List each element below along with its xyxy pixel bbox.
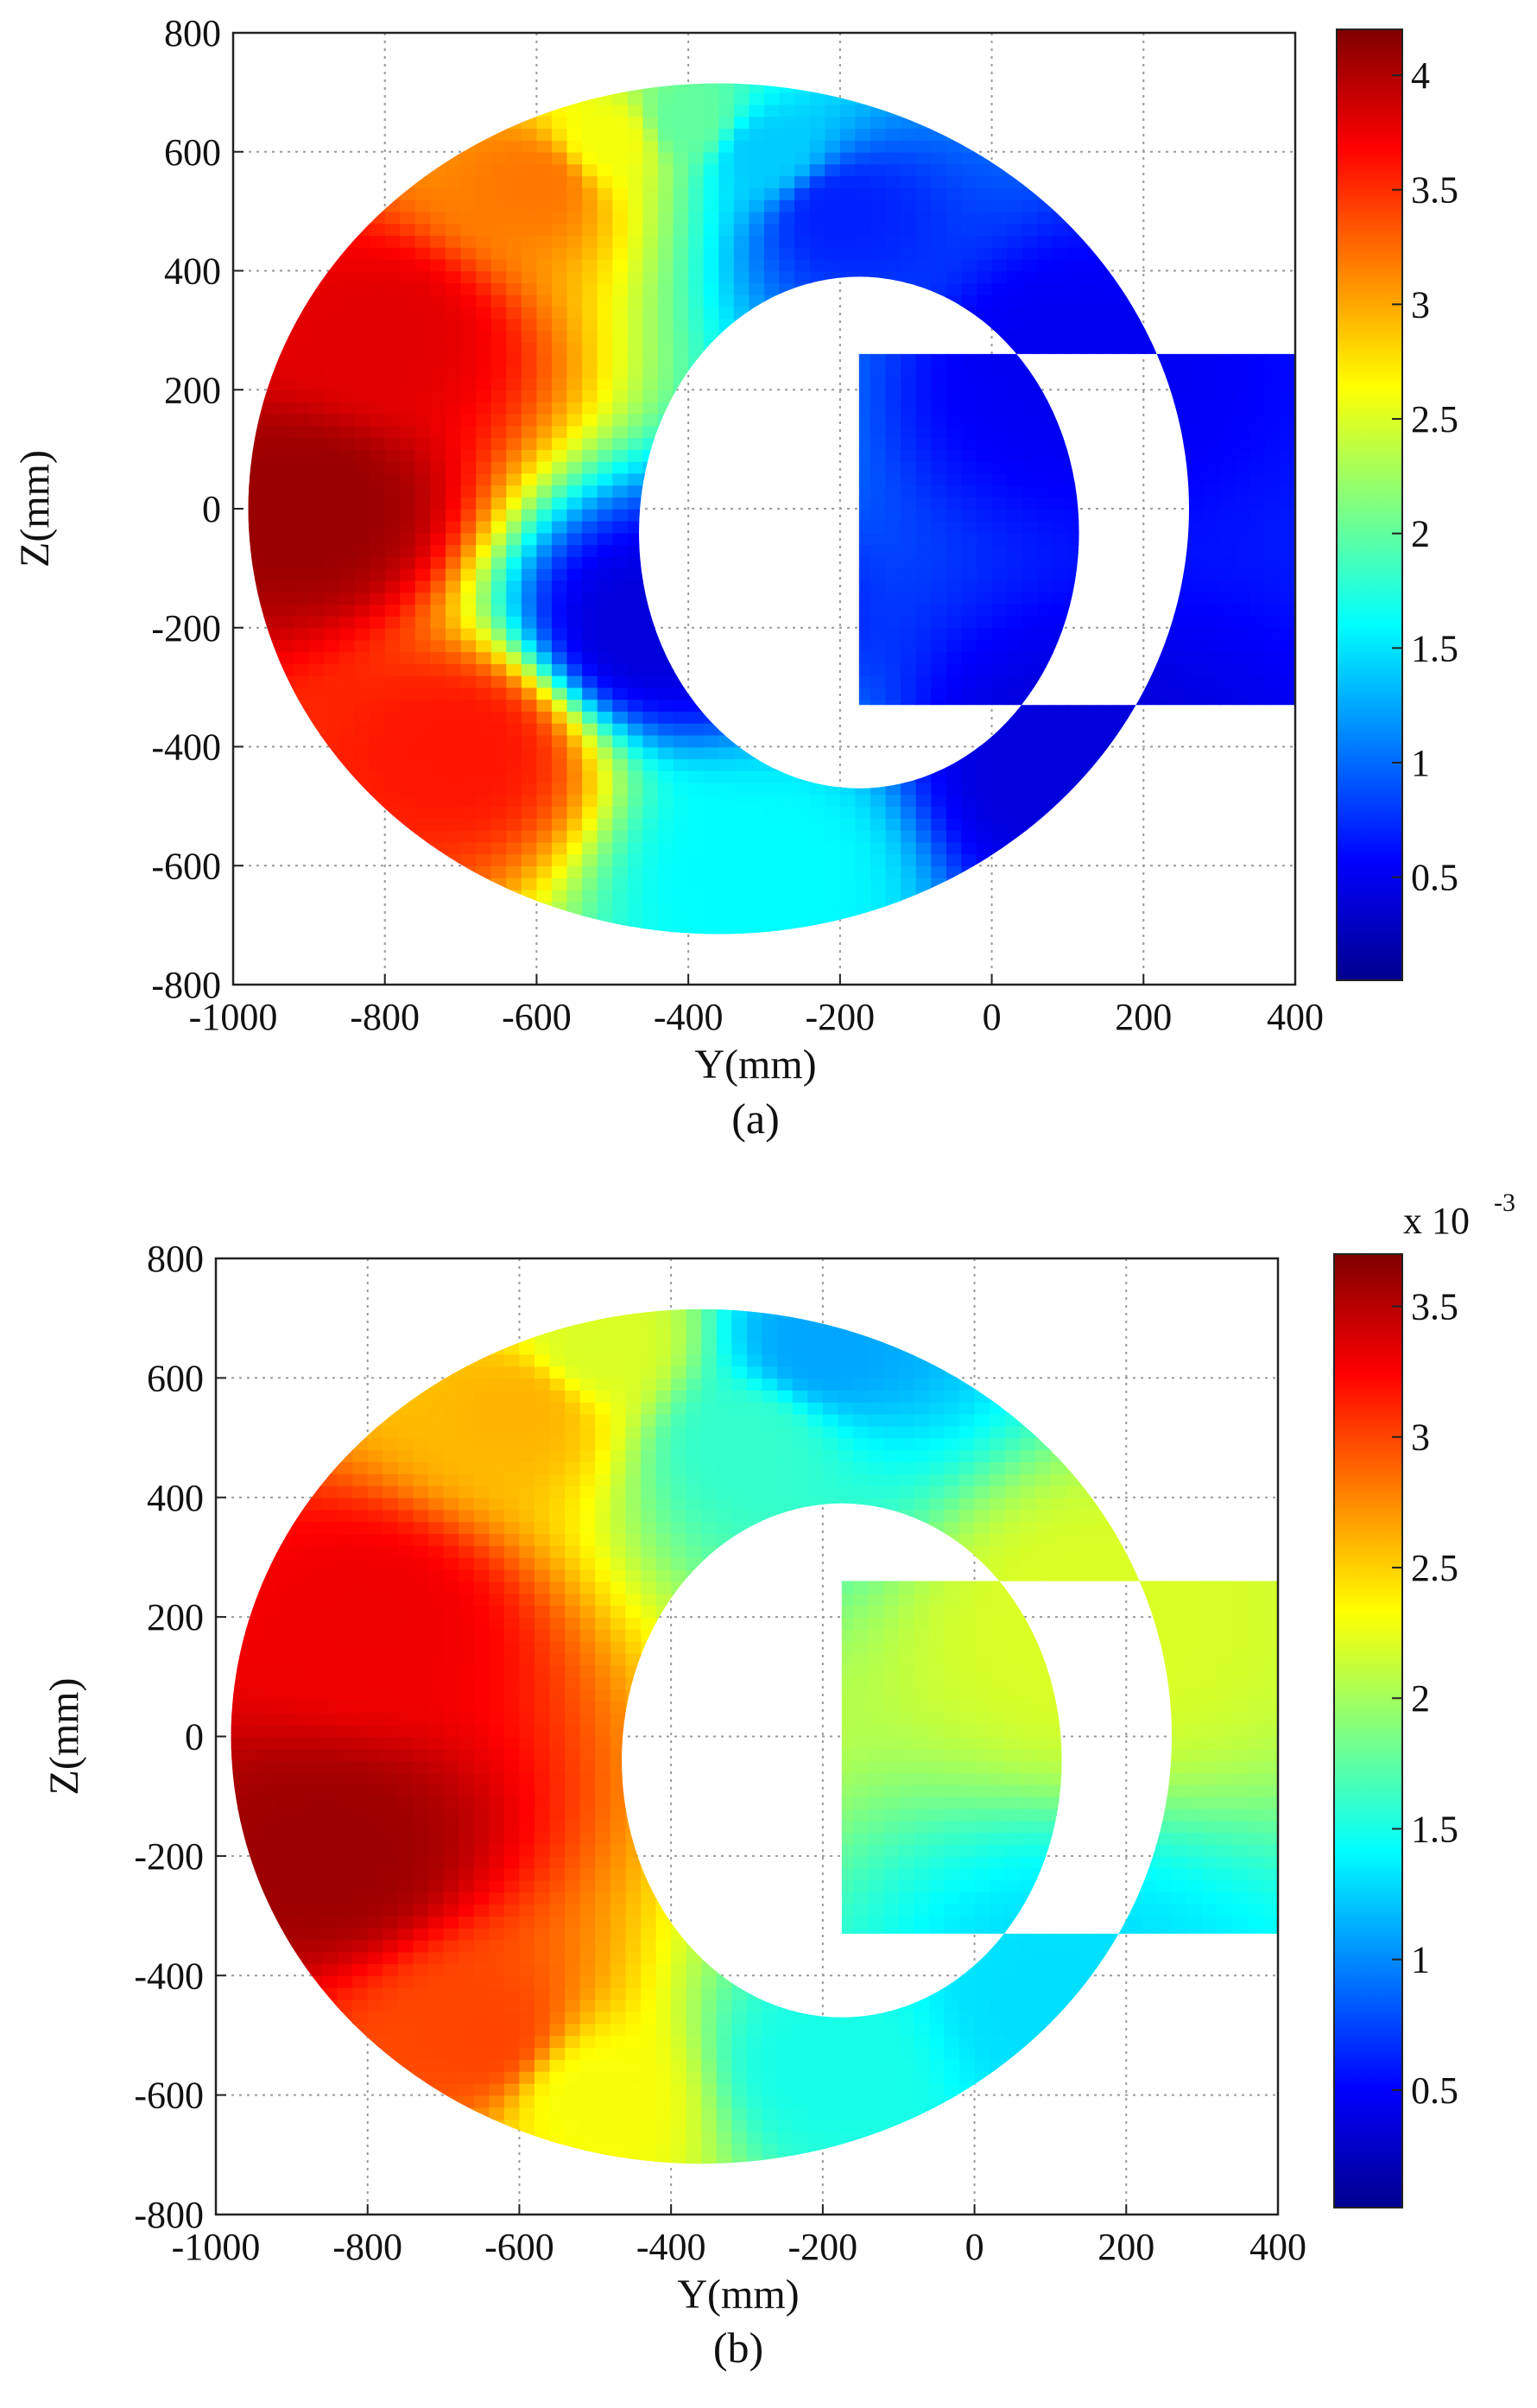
colorbar-tick-label: 0.5 [1411, 857, 1458, 899]
x-tick-label: -600 [502, 996, 572, 1038]
x-tick-label: 400 [1267, 996, 1324, 1038]
colorbar-ticks-a: 4 3.5 3 2.5 2 1.5 1 0.5 [1392, 54, 1458, 899]
y-tick-label: -200 [151, 607, 221, 650]
y-tick-label: 200 [147, 1596, 204, 1638]
colorbar-tick-label: 3 [1411, 283, 1430, 326]
x-tick-label: 200 [1097, 2226, 1154, 2268]
y-tick-label: -400 [134, 1955, 204, 1997]
y-axis-label-a: Z(mm) [12, 450, 58, 567]
x-tick-label: -400 [654, 996, 724, 1038]
y-tick-label: 800 [147, 1238, 204, 1280]
x-tick-label: 400 [1249, 2226, 1306, 2268]
x-tick-label: 200 [1115, 996, 1172, 1038]
y-tick-label: 600 [164, 131, 221, 174]
caption-b: (b) [713, 2323, 763, 2372]
x-axis-label-b: Y(mm) [677, 2272, 799, 2317]
colorbar-tick-label: 3 [1411, 1416, 1430, 1459]
x-tick-label: -200 [806, 996, 876, 1038]
y-tick-label: -200 [134, 1835, 204, 1878]
y-axis-label-b: Z(mm) [41, 1678, 87, 1796]
y-tick-label: 400 [164, 250, 221, 293]
y-tick-label: 600 [147, 1357, 204, 1399]
colorbar-tick-label: 3.5 [1411, 169, 1458, 212]
x-tick-label: -1000 [172, 2226, 261, 2268]
colorbar-tick-label: 3.5 [1411, 1285, 1458, 1328]
x-tick-label: 0 [983, 996, 1002, 1038]
colorbar-tick-label: 1 [1411, 742, 1430, 784]
x-tick-label: -800 [350, 996, 420, 1038]
y-ticks-b: 800 600 400 200 0 -200 -400 -600 -800 [134, 1238, 226, 2236]
colorbar-tick-label: 2 [1411, 1677, 1430, 1720]
x-ticks-b: -1000 -800 -600 -400 -200 0 200 400 [172, 2204, 1306, 2268]
colorbar-tick-label: 2 [1411, 513, 1430, 555]
colorbar-a [1336, 29, 1403, 981]
colorbar-tick-label: 1.5 [1411, 627, 1458, 669]
y-tick-label: 0 [185, 1716, 204, 1758]
y-tick-label: 200 [164, 369, 221, 411]
y-tick-label: 0 [202, 488, 221, 530]
colorbar-b [1333, 1253, 1403, 2208]
panel-a: -1000 -800 -600 -400 -200 0 200 400 80060040020… [12, 12, 1458, 1143]
x-ticks-a: -1000 -800 -600 -400 -200 0 200 400 [189, 974, 1324, 1038]
colorbar-tick-label: 1.5 [1411, 1808, 1458, 1850]
y-tick-label: -400 [151, 726, 221, 769]
colorbar-tick-label: 4 [1411, 54, 1430, 97]
y-tick-label: -800 [151, 964, 221, 1006]
x-tick-label: -600 [484, 2226, 554, 2268]
y-tick-label: 800 [164, 12, 221, 54]
y-ticks-a: 800 600 400 200 0 -200 -400 -600 -800 [151, 12, 244, 1006]
colorbar-tick-label: 0.5 [1411, 2069, 1458, 2112]
y-tick-label: -800 [134, 2194, 204, 2236]
y-tick-label: 400 [147, 1477, 204, 1519]
y-tick-label: -600 [134, 2075, 204, 2117]
x-tick-label: -200 [788, 2226, 858, 2268]
colorbar-tick-label: 1 [1411, 1939, 1430, 1981]
x-tick-label: -400 [636, 2226, 706, 2268]
panel-b: -1000 -800 -600 -400 -200 0 200 400 80060040020… [41, 1188, 1515, 2372]
colorbar-tick-label: 2.5 [1411, 1547, 1458, 1589]
colorbar-multiplier-b: x 10 [1403, 1200, 1470, 1242]
caption-a: (a) [731, 1094, 780, 1143]
y-tick-label: -600 [151, 845, 221, 887]
colorbar-exponent-b: -3 [1494, 1188, 1515, 1217]
x-tick-label: -1000 [189, 996, 278, 1038]
colorbar-tick-label: 2.5 [1411, 398, 1458, 440]
x-tick-label: 0 [965, 2226, 984, 2268]
x-axis-label-a: Y(mm) [694, 1042, 816, 1087]
x-tick-label: -800 [332, 2226, 402, 2268]
colorbar-ticks-b: 3.5 3 2.5 2 1.5 1 0.5 [1392, 1285, 1458, 2112]
